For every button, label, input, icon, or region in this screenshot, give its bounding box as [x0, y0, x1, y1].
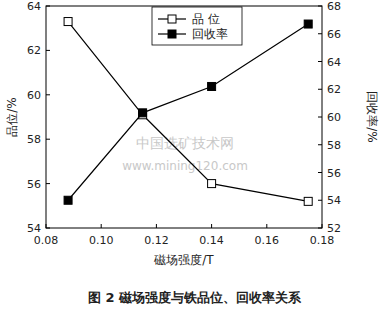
x-tick-label: 0.10	[89, 234, 114, 247]
legend-marker	[168, 30, 176, 38]
legend-label: 品 位	[192, 12, 220, 26]
y-tick-label: 64	[27, 0, 41, 13]
watermark: 中国选矿技术网	[136, 135, 234, 151]
y2-tick	[318, 33, 322, 34]
x-tick	[46, 224, 47, 228]
y2-tick	[318, 6, 322, 7]
series-line	[68, 24, 308, 200]
y2-tick	[318, 228, 322, 229]
point	[64, 18, 72, 26]
x-tick	[101, 224, 102, 228]
x-tick-label: 0.16	[255, 234, 280, 247]
marker	[304, 197, 312, 205]
y2-tick	[318, 172, 322, 173]
legend-box	[152, 7, 242, 45]
caption: 图 2 磁场强度与铁品位、回收率关系	[88, 290, 302, 305]
x-tick	[266, 224, 267, 228]
y-tick-label: 58	[27, 133, 41, 146]
marker	[304, 20, 312, 28]
y-tick	[46, 94, 50, 95]
chart: 中国选矿技术网 www.mining120.com 0.08 0.10 0.12 0.14…	[0, 0, 389, 316]
point	[208, 180, 216, 188]
y-tick-label: 56	[27, 178, 41, 191]
point	[139, 109, 147, 117]
y-tick-label: 62	[27, 44, 41, 57]
x-axis-title: 磁场强度/T	[153, 253, 214, 267]
x-tick	[211, 224, 212, 228]
marker	[208, 82, 216, 90]
y2-tick	[318, 200, 322, 201]
y2-tick-label: 66	[327, 28, 341, 41]
watermark: www.mining120.com	[122, 159, 248, 173]
y2-tick	[318, 61, 322, 62]
y-tick-label: 54	[27, 222, 41, 235]
y2-tick-label: 52	[327, 222, 341, 235]
x-tick-label: 0.12	[144, 234, 169, 247]
marker	[139, 109, 147, 117]
marker	[64, 18, 72, 26]
plot-frame	[46, 6, 322, 228]
y2-axis-title: 回收率/%	[365, 91, 379, 142]
legend-marker	[168, 15, 176, 23]
point	[208, 82, 216, 90]
plot-area	[64, 18, 312, 206]
x-tick-label: 0.08	[34, 234, 59, 247]
y-axis-title: 品位/%	[5, 97, 19, 136]
y2-tick-label: 64	[327, 56, 341, 69]
marker	[208, 180, 216, 188]
y2-tick-label: 54	[327, 194, 341, 207]
y-tick	[46, 50, 50, 51]
series-line	[68, 22, 308, 202]
y-tick	[46, 139, 50, 140]
y2-tick	[318, 89, 322, 90]
y2-tick	[318, 117, 322, 118]
y2-tick-label: 58	[327, 139, 341, 152]
y-tick	[46, 228, 50, 229]
point	[304, 20, 312, 28]
y2-tick	[318, 144, 322, 145]
x-tick-label: 0.14	[199, 234, 224, 247]
x-tick	[156, 224, 157, 228]
marker	[64, 196, 72, 204]
y2-tick-label: 60	[327, 111, 341, 124]
x-tick-label: 0.18	[310, 234, 335, 247]
y2-tick-label: 68	[327, 0, 341, 13]
y-tick-label: 60	[27, 89, 41, 102]
y2-tick-label: 62	[327, 83, 341, 96]
y-tick	[46, 6, 50, 7]
legend-label: 回收率	[192, 27, 228, 41]
point	[304, 197, 312, 205]
point	[64, 196, 72, 204]
y2-tick-label: 56	[327, 167, 341, 180]
x-tick	[322, 224, 323, 228]
y-tick	[46, 183, 50, 184]
